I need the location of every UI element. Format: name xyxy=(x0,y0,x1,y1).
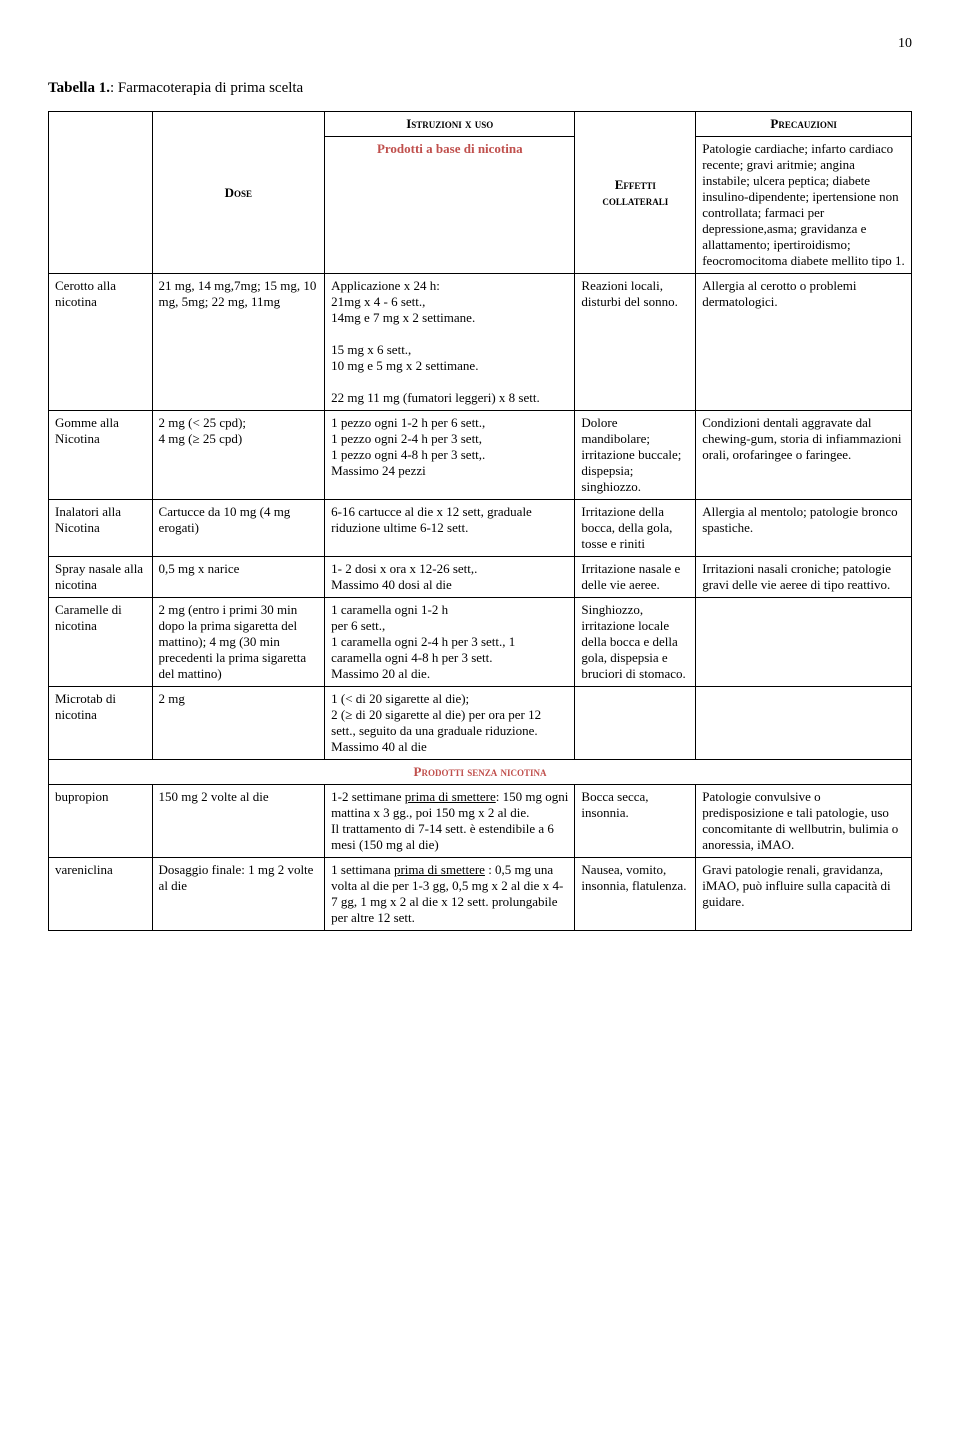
gomme-prec: Condizioni dentali aggravate dal chewing… xyxy=(696,411,912,500)
cerotto-name: Cerotto alla nicotina xyxy=(49,274,153,411)
spray-name: Spray nasale alla nicotina xyxy=(49,557,153,598)
spray-eff: Irritazione nasale e delle vie aeree. xyxy=(575,557,696,598)
cerotto-eff: Reazioni locali, disturbi del sonno. xyxy=(575,274,696,411)
vareniclina-prec: Gravi patologie renali, gravidanza, iMAO… xyxy=(696,858,912,931)
caramelle-istr-l3: 1 caramella ogni 2-4 h per 3 sett., 1 ca… xyxy=(331,634,515,665)
cerotto-dose: 21 mg, 14 mg,7mg; 15 mg, 10 mg, 5mg; 22 … xyxy=(152,274,325,411)
vareniclina-istr-pre: 1 settimana xyxy=(331,862,394,877)
gomme-dose-l2: 4 mg (≥ 25 cpd) xyxy=(159,431,243,446)
cerotto-istr: Applicazione x 24 h: 21mg x 4 - 6 sett.,… xyxy=(325,274,575,411)
gomme-name: Gomme alla Nicotina xyxy=(49,411,153,500)
caramelle-istr-l1: 1 caramella ogni 1-2 h xyxy=(331,602,448,617)
row-caramelle: Caramelle di nicotina 2 mg (entro i prim… xyxy=(49,598,912,687)
row-band-senza: Prodotti senza nicotina xyxy=(49,760,912,785)
row-bupropion: bupropion 150 mg 2 volte al die 1-2 sett… xyxy=(49,785,912,858)
bupropion-istr-post2: Il trattamento di 7-14 sett. è estendibi… xyxy=(331,821,554,852)
microtab-eff xyxy=(575,687,696,760)
spray-prec: Irritazioni nasali croniche; patologie g… xyxy=(696,557,912,598)
cerotto-istr-l1: Applicazione x 24 h: xyxy=(331,278,440,293)
cerotto-istr-l2: 21mg x 4 - 6 sett., xyxy=(331,294,425,309)
gomme-istr: 1 pezzo ogni 1-2 h per 6 sett., 1 pezzo … xyxy=(325,411,575,500)
gomme-dose: 2 mg (< 25 cpd); 4 mg (≥ 25 cpd) xyxy=(152,411,325,500)
farmacoterapia-table: Dose Istruzioni x uso Effetti collateral… xyxy=(48,111,912,931)
vareniclina-dose: Dosaggio finale: 1 mg 2 volte al die xyxy=(152,858,325,931)
precauzioni-intro: Patologie cardiache; infarto cardiaco re… xyxy=(696,137,912,274)
header-dose: Dose xyxy=(152,112,325,274)
vareniclina-istr: 1 settimana prima di smettere : 0,5 mg u… xyxy=(325,858,575,931)
cerotto-istr-l5: 10 mg e 5 mg x 2 settimane. xyxy=(331,358,478,373)
microtab-istr-l2: 2 (≥ di 20 sigarette al die) per ora per… xyxy=(331,707,541,738)
gomme-istr-l1: 1 pezzo ogni 1-2 h per 6 sett., xyxy=(331,415,485,430)
bupropion-dose: 150 mg 2 volte al die xyxy=(152,785,325,858)
spray-istr-l2: Massimo 40 dosi al die xyxy=(331,577,452,592)
inalatori-dose: Cartucce da 10 mg (4 mg erogati) xyxy=(152,500,325,557)
microtab-prec xyxy=(696,687,912,760)
cerotto-istr-l6: 22 mg 11 mg (fumatori leggeri) x 8 sett. xyxy=(331,390,540,405)
spray-istr: 1- 2 dosi x ora x 12-26 sett,. Massimo 4… xyxy=(325,557,575,598)
header-istruzioni: Istruzioni x uso xyxy=(325,112,575,137)
cerotto-istr-l3: 14mg e 7 mg x 2 settimane. xyxy=(331,310,475,325)
caption-label: Tabella 1. xyxy=(48,80,110,96)
row-gomme: Gomme alla Nicotina 2 mg (< 25 cpd); 4 m… xyxy=(49,411,912,500)
inalatori-istr: 6-16 cartucce al die x 12 sett, graduale… xyxy=(325,500,575,557)
gomme-eff: Dolore mandibolare; irritazione buccale;… xyxy=(575,411,696,500)
microtab-istr-l3: Massimo 40 al die xyxy=(331,739,427,754)
bupropion-name: bupropion xyxy=(49,785,153,858)
microtab-istr: 1 (< di 20 sigarette al die); 2 (≥ di 20… xyxy=(325,687,575,760)
cerotto-istr-l4: 15 mg x 6 sett., xyxy=(331,342,411,357)
table-header-row: Dose Istruzioni x uso Effetti collateral… xyxy=(49,112,912,137)
caramelle-istr-l2: per 6 sett., xyxy=(331,618,385,633)
row-cerotto: Cerotto alla nicotina 21 mg, 14 mg,7mg; … xyxy=(49,274,912,411)
caption-rest: : Farmacoterapia di prima scelta xyxy=(110,80,303,96)
gomme-istr-l4: Massimo 24 pezzi xyxy=(331,463,426,478)
gomme-istr-l2: 1 pezzo ogni 2-4 h per 3 sett, xyxy=(331,431,482,446)
spray-istr-l1: 1- 2 dosi x ora x 12-26 sett,. xyxy=(331,561,477,576)
microtab-istr-l1: 1 (< di 20 sigarette al die); xyxy=(331,691,469,706)
caramelle-istr: 1 caramella ogni 1-2 h per 6 sett., 1 ca… xyxy=(325,598,575,687)
caramelle-dose: 2 mg (entro i primi 30 min dopo la prima… xyxy=(152,598,325,687)
inalatori-eff: Irritazione della bocca, della gola, tos… xyxy=(575,500,696,557)
row-inalatori: Inalatori alla Nicotina Cartucce da 10 m… xyxy=(49,500,912,557)
bupropion-istr: 1-2 settimane prima di smettere: 150 mg … xyxy=(325,785,575,858)
vareniclina-eff: Nausea, vomito, insonnia, flatulenza. xyxy=(575,858,696,931)
header-effetti: Effetti collaterali xyxy=(575,112,696,274)
gomme-istr-l3: 1 pezzo ogni 4-8 h per 3 sett,. xyxy=(331,447,485,462)
vareniclina-istr-u1: prima di smettere xyxy=(394,862,485,877)
cerotto-prec: Allergia al cerotto o problemi dermatolo… xyxy=(696,274,912,411)
gomme-dose-l1: 2 mg (< 25 cpd); xyxy=(159,415,246,430)
inalatori-prec: Allergia al mentolo; patologie bronco sp… xyxy=(696,500,912,557)
caramelle-name: Caramelle di nicotina xyxy=(49,598,153,687)
table-caption: Tabella 1.: Farmacoterapia di prima scel… xyxy=(48,80,912,97)
microtab-name: Microtab di nicotina xyxy=(49,687,153,760)
vareniclina-name: vareniclina xyxy=(49,858,153,931)
bupropion-prec: Patologie convulsive o predisposizione e… xyxy=(696,785,912,858)
row-spray: Spray nasale alla nicotina 0,5 mg x nari… xyxy=(49,557,912,598)
caramelle-istr-l4: Massimo 20 al die. xyxy=(331,666,430,681)
spray-dose: 0,5 mg x narice xyxy=(152,557,325,598)
page-number: 10 xyxy=(48,36,912,52)
band-nicotina: Prodotti a base di nicotina xyxy=(325,137,575,274)
caramelle-prec xyxy=(696,598,912,687)
header-empty xyxy=(49,112,153,274)
band-senza-nicotina: Prodotti senza nicotina xyxy=(49,760,912,785)
row-vareniclina: vareniclina Dosaggio finale: 1 mg 2 volt… xyxy=(49,858,912,931)
bupropion-eff: Bocca secca, insonnia. xyxy=(575,785,696,858)
inalatori-name: Inalatori alla Nicotina xyxy=(49,500,153,557)
microtab-dose: 2 mg xyxy=(152,687,325,760)
row-microtab: Microtab di nicotina 2 mg 1 (< di 20 sig… xyxy=(49,687,912,760)
bupropion-istr-u1: prima di smettere xyxy=(405,789,496,804)
header-precauzioni: Precauzioni xyxy=(696,112,912,137)
caramelle-eff: Singhiozzo, irritazione locale della boc… xyxy=(575,598,696,687)
bupropion-istr-pre: 1-2 settimane xyxy=(331,789,405,804)
